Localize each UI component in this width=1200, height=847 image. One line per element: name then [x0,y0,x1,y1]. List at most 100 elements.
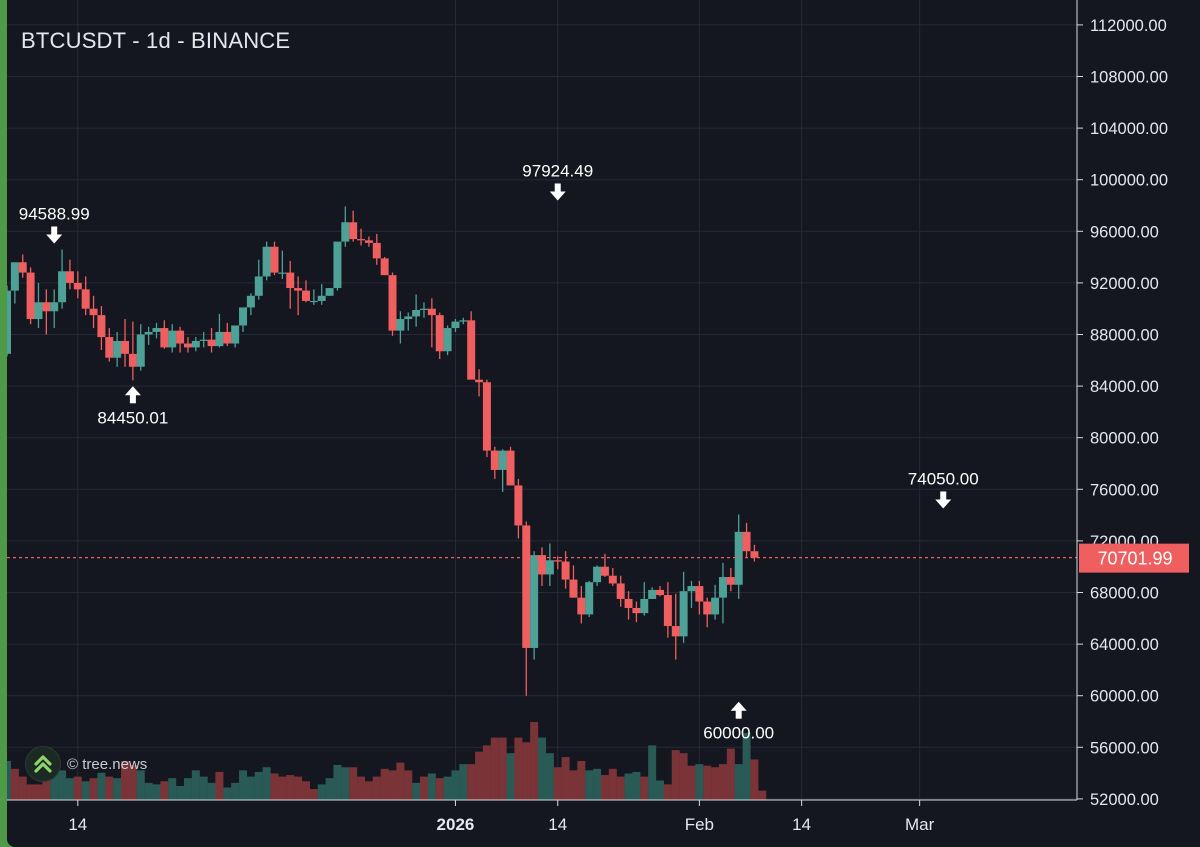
candle-body [561,561,570,580]
candle-body [286,272,295,289]
price-axis-label: 108000.00 [1090,69,1168,87]
annotation-arrow-up-icon [124,386,141,396]
price-axis-label: 112000.00 [1090,17,1167,35]
candle-body [475,379,484,383]
candle-body [199,339,208,341]
candle-body [585,582,594,615]
candle-body [435,315,444,352]
candle-body [467,320,476,380]
annotation-arrow-stem [940,491,947,501]
price-axis-label: 100000.00 [1090,172,1168,190]
volume-bar [152,784,161,800]
candle-body [443,328,452,352]
volume-bar [26,784,35,800]
candle-body [18,262,27,273]
volume-bar [577,761,586,800]
current-price-badge [1079,543,1189,573]
candle-body [545,560,554,575]
volume-bar [600,775,609,800]
volume-bar [262,767,271,800]
price-axis-label: 56000.00 [1090,739,1159,757]
volume-bar [7,761,11,800]
candle-body [742,531,751,552]
current-price-label: 70701.99 [1097,549,1172,569]
candle-body [73,282,82,290]
volume-bar [176,785,185,800]
volume-bar [223,787,232,800]
candle-body [65,271,74,283]
volume-bar [199,776,208,800]
candle-body [89,308,98,316]
volume-bar [364,781,373,800]
volume-bar [231,782,240,800]
price-axis-label: 52000.00 [1090,791,1159,809]
volume-bar [278,776,287,800]
candle-body [294,288,303,291]
candle-body [482,382,491,451]
volume-bar [357,776,366,800]
candle-body [656,589,665,596]
annotation-arrow-down-icon [549,191,566,201]
candle-body [671,626,680,637]
candle-body [412,309,421,317]
volume-bar [459,764,468,800]
volume-bar [687,765,696,800]
candle-body [490,450,499,470]
candle-body [695,586,704,602]
time-axis-label: Feb [685,815,714,834]
annotation-label: 74050.00 [908,469,979,488]
volume-bar [451,770,460,800]
volume-bar [317,784,326,800]
price-axis-label: 96000.00 [1090,223,1159,241]
volume-bar [286,775,295,800]
candle-body [427,308,436,316]
volume-bar [419,776,428,800]
volume-bar [695,764,704,800]
candle-body [42,302,51,312]
candle-body [632,607,641,614]
volume-bar [435,778,444,800]
candle-body [687,586,696,592]
volume-bar [538,737,546,800]
candle-body [608,575,617,584]
annotation-arrow-stem [129,394,136,404]
price-axis-label: 64000.00 [1090,636,1159,654]
price-axis-label: 60000.00 [1090,688,1159,706]
candle-body [278,272,287,274]
candle-body [7,290,11,354]
candle-body [10,262,19,291]
watermark: © tree.news [25,746,147,782]
candle-body [711,597,720,615]
volume-bar [160,781,169,800]
candlestick-chart[interactable]: 94588.99 84450.01 97924.49 60000.00 74050.00… [7,0,1200,847]
volume-bar [506,753,515,800]
volume-bar [427,773,436,800]
time-axis-label: 14 [68,815,87,834]
annotation-label: 94588.99 [19,205,90,224]
candle-body [380,258,389,276]
volume-bar [191,770,200,800]
time-axis-label: 2026 [437,815,475,834]
candle-body [726,577,735,585]
watermark-text: © tree.news [67,755,148,773]
candle-body [176,330,185,344]
volume-bar [380,768,389,800]
candle-body [388,275,397,331]
volume-bar [42,768,51,800]
volume-bar [404,770,413,800]
candle-body [341,222,350,242]
candle-body [246,295,255,308]
chart-title: BTCUSDT - 1d - BINANCE [21,28,291,53]
volume-bar [309,789,318,800]
candle-body [530,555,539,648]
candle-body [97,315,106,338]
candle-body [215,331,224,347]
volume-bar [333,764,342,800]
annotation-arrow-stem [735,709,742,719]
volume-bar [648,745,657,800]
volume-bar [443,776,452,800]
volume-bar [168,778,177,800]
volume-bar [750,759,759,800]
candle-body [121,340,130,354]
candle-body [357,239,366,241]
